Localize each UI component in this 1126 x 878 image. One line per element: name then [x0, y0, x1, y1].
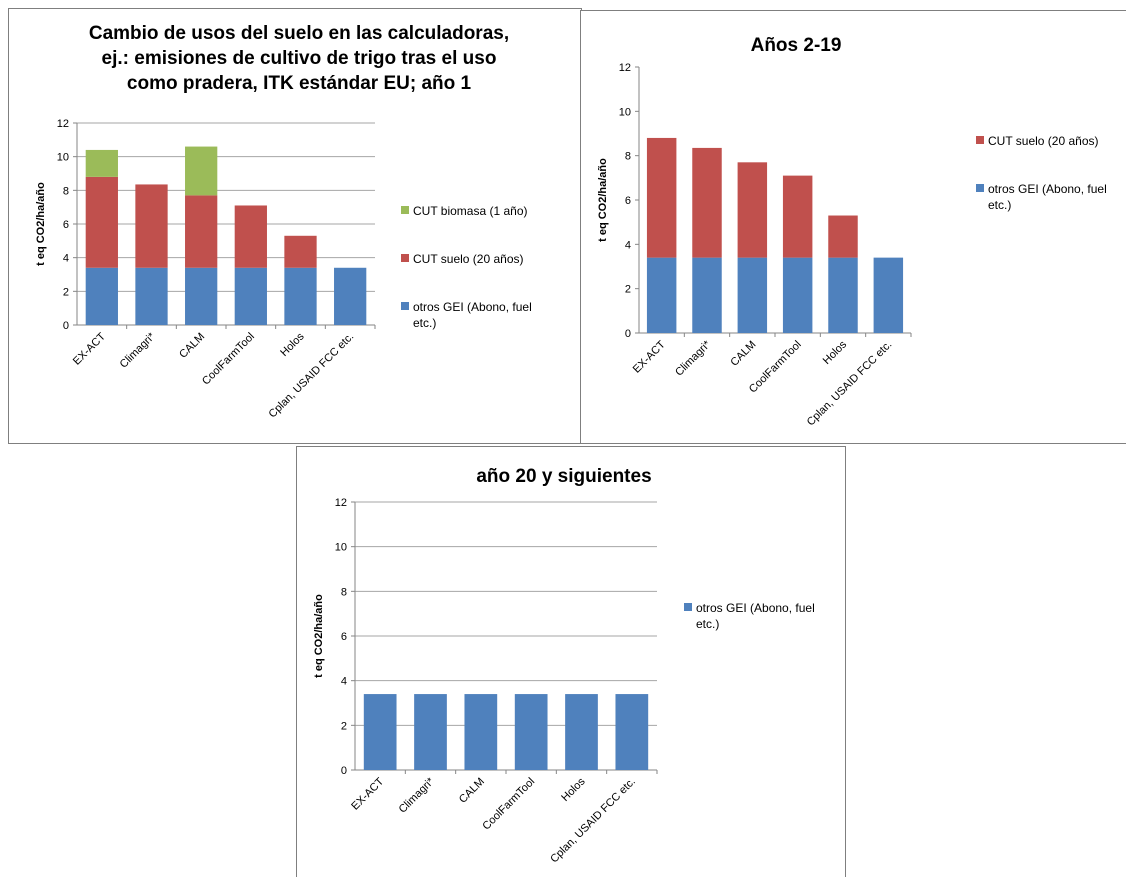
y-tick-label: 10	[619, 106, 631, 118]
legend-swatch-biomasa	[401, 206, 409, 214]
chart-year-20-plus: año 20 y siguientes 0 2 4 6 8 10 12 t eq CO2/ha/…	[313, 466, 815, 866]
bar-otros-cplan-usaid-fcc-etc	[615, 694, 649, 770]
legend-swatch-otros	[684, 603, 692, 611]
bar-suelo-ex-act	[85, 176, 118, 268]
y-tick-label: 6	[341, 631, 347, 643]
legend-label-biomasa: CUT biomasa (1 año)	[413, 204, 528, 218]
x-tick-label: CALM	[728, 339, 758, 369]
bar-suelo-holos	[828, 215, 858, 258]
legend-label-otros: etc.)	[696, 617, 719, 631]
legend-label-suelo: CUT suelo (20 años)	[413, 252, 524, 266]
bar-otros-ex-act	[646, 257, 677, 333]
legend-label-otros: etc.)	[988, 198, 1011, 212]
y-axis-label: t eq CO2/ha/año	[313, 594, 325, 678]
bar-otros-holos	[284, 267, 317, 325]
chart-panel-year-1: Cambio de usos del suelo en las calculad…	[8, 8, 582, 444]
bar-otros-holos	[828, 257, 858, 333]
x-tick-label: EX-ACT	[71, 330, 108, 367]
bar-otros-coolfarmtool	[234, 267, 267, 325]
bar-suelo-holos	[284, 235, 317, 268]
bar-otros-calm	[185, 267, 218, 325]
bar-suelo-calm	[737, 162, 768, 258]
y-tick-label: 4	[625, 239, 631, 251]
bar-suelo-ex-act	[646, 137, 677, 258]
legend-label-otros: etc.)	[413, 316, 436, 330]
y-tick-label: 8	[625, 151, 631, 163]
x-tick-label: Climagri*	[397, 775, 438, 816]
chart-title-line: como pradera, ITK estándar EU; año 1	[127, 73, 472, 94]
bar-otros-ex-act	[85, 267, 118, 325]
x-tick-label: CoolFarmTool	[480, 776, 537, 833]
bar-otros-calm	[737, 257, 768, 333]
y-tick-label: 12	[619, 62, 631, 74]
legend-swatch-otros	[401, 302, 409, 310]
x-tick-label: Holos	[278, 330, 307, 359]
bar-otros-holos	[565, 694, 598, 770]
legend-label-otros: otros GEI (Abono, fuel	[696, 601, 815, 615]
y-tick-label: 8	[63, 185, 69, 197]
bar-otros-coolfarmtool	[782, 257, 813, 333]
chart-panel-years-2-19: Años 2-19 0 2 4 6 8 10 12 t eq CO2/ha/año EX-ACT C…	[580, 10, 1126, 444]
bar-otros-cplan-usaid-fcc-etc	[334, 267, 367, 325]
y-tick-label: 0	[625, 328, 631, 340]
y-tick-label: 8	[341, 586, 347, 598]
legend-swatch-suelo	[976, 136, 984, 144]
bar-biomasa-calm	[185, 146, 218, 196]
y-tick-label: 0	[341, 765, 347, 777]
bar-otros-climagri	[414, 694, 447, 770]
y-tick-label: 4	[341, 676, 347, 688]
x-tick-label: Cplan, USAID FCC etc.	[805, 339, 895, 429]
x-tick-label: Climagri*	[118, 330, 159, 371]
bar-suelo-calm	[185, 195, 218, 268]
y-tick-label: 10	[335, 542, 347, 554]
x-tick-label: Climagri*	[673, 338, 714, 379]
bar-biomasa-ex-act	[85, 149, 118, 177]
y-axis-label: t eq CO2/ha/año	[35, 182, 47, 266]
bar-suelo-coolfarmtool	[782, 175, 813, 258]
bar-otros-coolfarmtool	[514, 694, 548, 770]
x-tick-label: Holos	[559, 775, 588, 804]
y-tick-label: 12	[335, 497, 347, 509]
x-tick-label: Cplan, USAID FCC etc.	[548, 776, 638, 866]
chart-year-1: Cambio de usos del suelo en las calculad…	[35, 23, 532, 421]
x-tick-label: EX-ACT	[349, 775, 386, 812]
chart-title-line: Años 2-19	[751, 35, 842, 56]
y-tick-label: 12	[57, 118, 69, 130]
legend-swatch-suelo	[401, 254, 409, 262]
x-tick-label: EX-ACT	[631, 338, 668, 375]
y-tick-label: 4	[63, 253, 69, 265]
y-axis-label: t eq CO2/ha/año	[597, 158, 609, 242]
x-tick-label: CALM	[177, 331, 207, 361]
bar-suelo-climagri	[692, 147, 722, 258]
y-tick-label: 2	[625, 284, 631, 296]
chart-panel-year-20-plus: año 20 y siguientes 0 2 4 6 8 10 12 t eq CO2/ha/…	[296, 446, 846, 877]
y-tick-label: 2	[341, 720, 347, 732]
legend-label-otros: otros GEI (Abono, fuel	[413, 300, 532, 314]
chart-title-line: año 20 y siguientes	[476, 466, 651, 487]
x-tick-label: Holos	[821, 338, 850, 367]
x-tick-label: Cplan, USAID FCC etc.	[267, 331, 357, 421]
y-tick-label: 10	[57, 152, 69, 164]
y-tick-label: 0	[63, 320, 69, 332]
chart-title-line: Cambio de usos del suelo en las calculad…	[89, 23, 509, 44]
y-tick-label: 2	[63, 286, 69, 298]
bar-otros-climagri	[135, 267, 168, 325]
legend-label-suelo: CUT suelo (20 años)	[988, 134, 1099, 148]
y-tick-label: 6	[63, 219, 69, 231]
bar-suelo-coolfarmtool	[234, 205, 267, 268]
x-tick-label: CALM	[457, 776, 487, 806]
bar-otros-ex-act	[363, 694, 397, 770]
bar-suelo-climagri	[135, 184, 168, 268]
legend-swatch-otros	[976, 184, 984, 192]
bar-otros-calm	[464, 694, 498, 770]
chart-title-line: ej.: emisiones de cultivo de trigo tras …	[102, 48, 497, 69]
x-tick-label: CoolFarmTool	[200, 331, 257, 388]
y-tick-label: 6	[625, 195, 631, 207]
legend-label-otros: otros GEI (Abono, fuel	[988, 182, 1107, 196]
bar-otros-climagri	[692, 257, 722, 333]
bar-otros-cplan-usaid-fcc-etc	[873, 257, 904, 333]
